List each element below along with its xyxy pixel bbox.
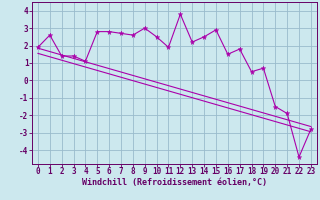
X-axis label: Windchill (Refroidissement éolien,°C): Windchill (Refroidissement éolien,°C) [82,178,267,187]
